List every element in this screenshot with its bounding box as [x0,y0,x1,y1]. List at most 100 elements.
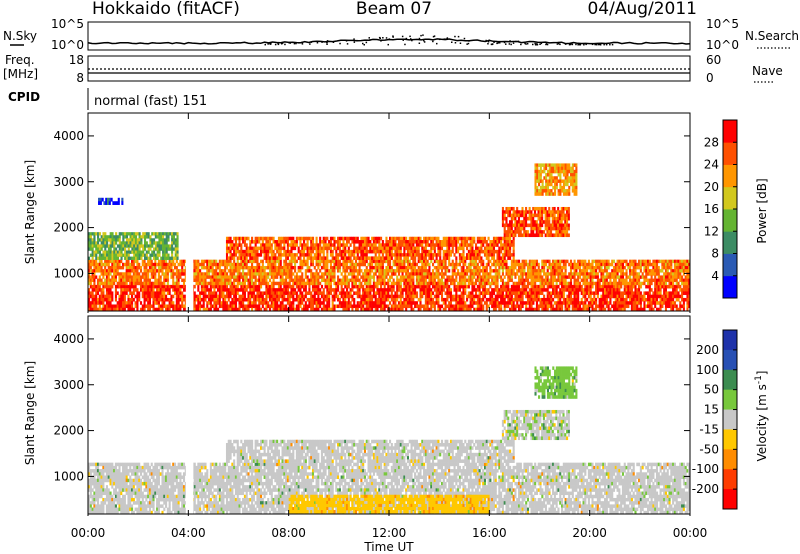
heatmap-cell [523,265,526,270]
heatmap-cell [654,278,657,283]
heatmap-cell [252,304,255,309]
heatmap-cell [630,284,633,289]
heatmap-cell [389,307,392,312]
heatmap-cell [165,247,168,251]
heatmap-cell [295,304,298,309]
heatmap-cell [494,269,497,273]
heatmap-cell [277,291,281,295]
heatmap-cell [543,272,546,276]
heatmap-cell [559,288,562,292]
heatmap-cell [650,307,653,312]
heatmap-cell [123,297,126,302]
heatmap-cell [290,304,293,309]
heatmap-cell [310,259,313,264]
heatmap-cell [279,288,282,292]
heatmap-cell [503,294,506,299]
heatmap-cell [437,284,440,289]
heatmap-cell [573,275,576,279]
heatmap-cell [505,284,508,289]
heatmap-cell [498,275,501,279]
heatmap-cell [466,297,469,302]
heatmap-cell [102,256,105,260]
heatmap-cell [260,259,263,264]
heatmap-cell [639,259,642,264]
heatmap-cell [267,304,270,309]
heatmap-cell [593,291,596,295]
heatmap-cell [555,269,558,273]
heatmap-cell [611,304,614,309]
heatmap-cell [329,259,332,264]
heatmap-cell [174,307,177,312]
heatmap-cell [523,259,526,264]
heatmap-cell [371,294,374,299]
heatmap-cell [204,291,207,295]
heatmap-cell [647,297,650,302]
heatmap-cell [182,304,186,309]
heatmap-cell [134,238,138,242]
heatmap-cell [575,269,578,273]
heatmap-cell [616,275,619,279]
heatmap-cell [432,284,435,289]
heatmap-cell [143,275,146,279]
heatmap-cell [686,291,689,295]
heatmap-cell [546,259,549,264]
heatmap-cell [620,259,623,264]
heatmap-cell [614,278,617,283]
heatmap-cell [154,256,157,260]
heatmap-cell [602,272,605,276]
heatmap-cell [225,294,229,299]
heatmap-cell [167,256,170,260]
heatmap-cell [158,250,161,254]
heatmap-cell [378,265,381,270]
heatmap-cell [132,272,135,276]
heatmap-cell [200,275,203,279]
heatmap-cell [199,269,202,273]
heatmap-cell [679,265,682,270]
heatmap-cell [437,272,440,276]
heatmap-cell [134,284,137,289]
heatmap-cell [292,284,295,289]
heatmap-cell [541,281,544,286]
heatmap-cell [593,275,596,279]
heatmap-cell [593,272,596,276]
heatmap-cell [93,262,96,267]
heatmap-cell [107,272,110,276]
heatmap-cell [98,297,101,302]
heatmap-cell [684,291,687,295]
heatmap-cell [150,294,153,299]
heatmap-cell [616,307,619,312]
heatmap-cell [535,288,539,292]
heatmap-cell [668,294,671,299]
heatmap-cell [127,265,130,270]
heatmap-cell [167,244,170,248]
heatmap-cell [528,272,531,276]
heatmap-cell [153,256,156,260]
heatmap-cell [473,259,476,264]
heatmap-cell [304,307,307,312]
heatmap-cell [688,288,691,292]
heatmap-cell [179,262,182,267]
heatmap-cell [242,259,245,264]
heatmap-cell [630,269,633,273]
heatmap-cell [172,278,175,283]
heatmap-cell [105,284,109,289]
heatmap-cell [105,275,109,279]
heatmap-cell [249,291,252,295]
heatmap-cell [666,304,669,309]
heatmap-cell [534,294,537,299]
heatmap-cell [469,307,472,312]
heatmap-cell [354,269,358,273]
heatmap-cell [406,304,410,309]
heatmap-cell [374,291,377,295]
heatmap-cell [157,278,160,283]
heatmap-cell [134,301,137,305]
heatmap-cell [614,269,617,273]
heatmap-cell [618,265,621,270]
heatmap-cell [428,281,431,286]
heatmap-cell [476,307,479,312]
heatmap-cell [405,281,408,286]
heatmap-cell [476,304,479,309]
heatmap-cell [670,259,673,264]
heatmap-cell [97,256,100,260]
heatmap-cell [577,304,580,309]
